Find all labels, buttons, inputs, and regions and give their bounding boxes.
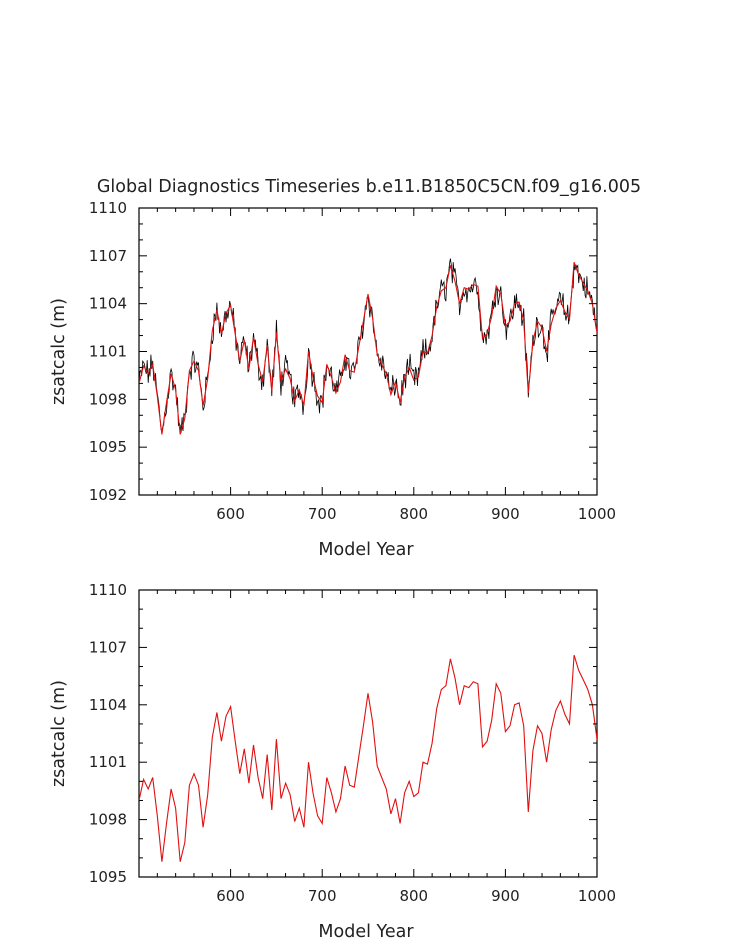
x-tick-label: 1000 bbox=[578, 505, 616, 523]
series-group bbox=[139, 258, 597, 435]
y-tick-label: 1092 bbox=[89, 486, 127, 504]
chart-title: Global Diagnostics Timeseries b.e11.B185… bbox=[97, 177, 641, 197]
panel-bottom: 600 700 800 900 1000 1095 1098 1101 1104 1107 1110… bbox=[49, 581, 616, 942]
y-tick-label: 1098 bbox=[89, 811, 127, 829]
y-axis-label: zsatcalc (m) bbox=[49, 298, 69, 405]
y-tick-label: 1101 bbox=[89, 753, 127, 771]
series-line-smoothed bbox=[139, 654, 597, 862]
y-tick-label: 1101 bbox=[89, 343, 127, 361]
x-axis-label: Model Year bbox=[318, 540, 414, 560]
x-tick-label: 700 bbox=[308, 887, 337, 905]
y-tick-label: 1104 bbox=[89, 696, 127, 714]
x-tick-label: 700 bbox=[308, 505, 337, 523]
y-tick-label: 1098 bbox=[89, 390, 127, 408]
series-line-smoothed bbox=[139, 262, 597, 435]
x-tick-label: 800 bbox=[399, 887, 428, 905]
plot-frame bbox=[138, 589, 598, 878]
x-tick-label: 800 bbox=[399, 505, 428, 523]
series-line-annual bbox=[139, 258, 597, 433]
y-tick-label: 1110 bbox=[89, 581, 127, 599]
x-tick-label: 600 bbox=[216, 887, 245, 905]
plot-frame bbox=[138, 207, 598, 496]
x-tick-label: 900 bbox=[491, 505, 520, 523]
y-tick-label: 1107 bbox=[89, 638, 127, 656]
y-tick-label: 1104 bbox=[89, 295, 127, 313]
panel-top: 600 700 800 900 1000 1092 1095 1098 1101 1104 1107… bbox=[49, 199, 616, 560]
x-tick-label: 600 bbox=[216, 505, 245, 523]
x-tick-label: 1000 bbox=[578, 887, 616, 905]
y-tick-label: 1095 bbox=[89, 438, 127, 456]
x-axis-label: Model Year bbox=[318, 922, 414, 942]
y-tick-label: 1107 bbox=[89, 247, 127, 265]
series-group bbox=[139, 654, 597, 862]
y-tick-label: 1110 bbox=[89, 199, 127, 217]
y-axis-label: zsatcalc (m) bbox=[49, 680, 69, 787]
x-tick-label: 900 bbox=[491, 887, 520, 905]
y-tick-label: 1095 bbox=[89, 868, 127, 886]
